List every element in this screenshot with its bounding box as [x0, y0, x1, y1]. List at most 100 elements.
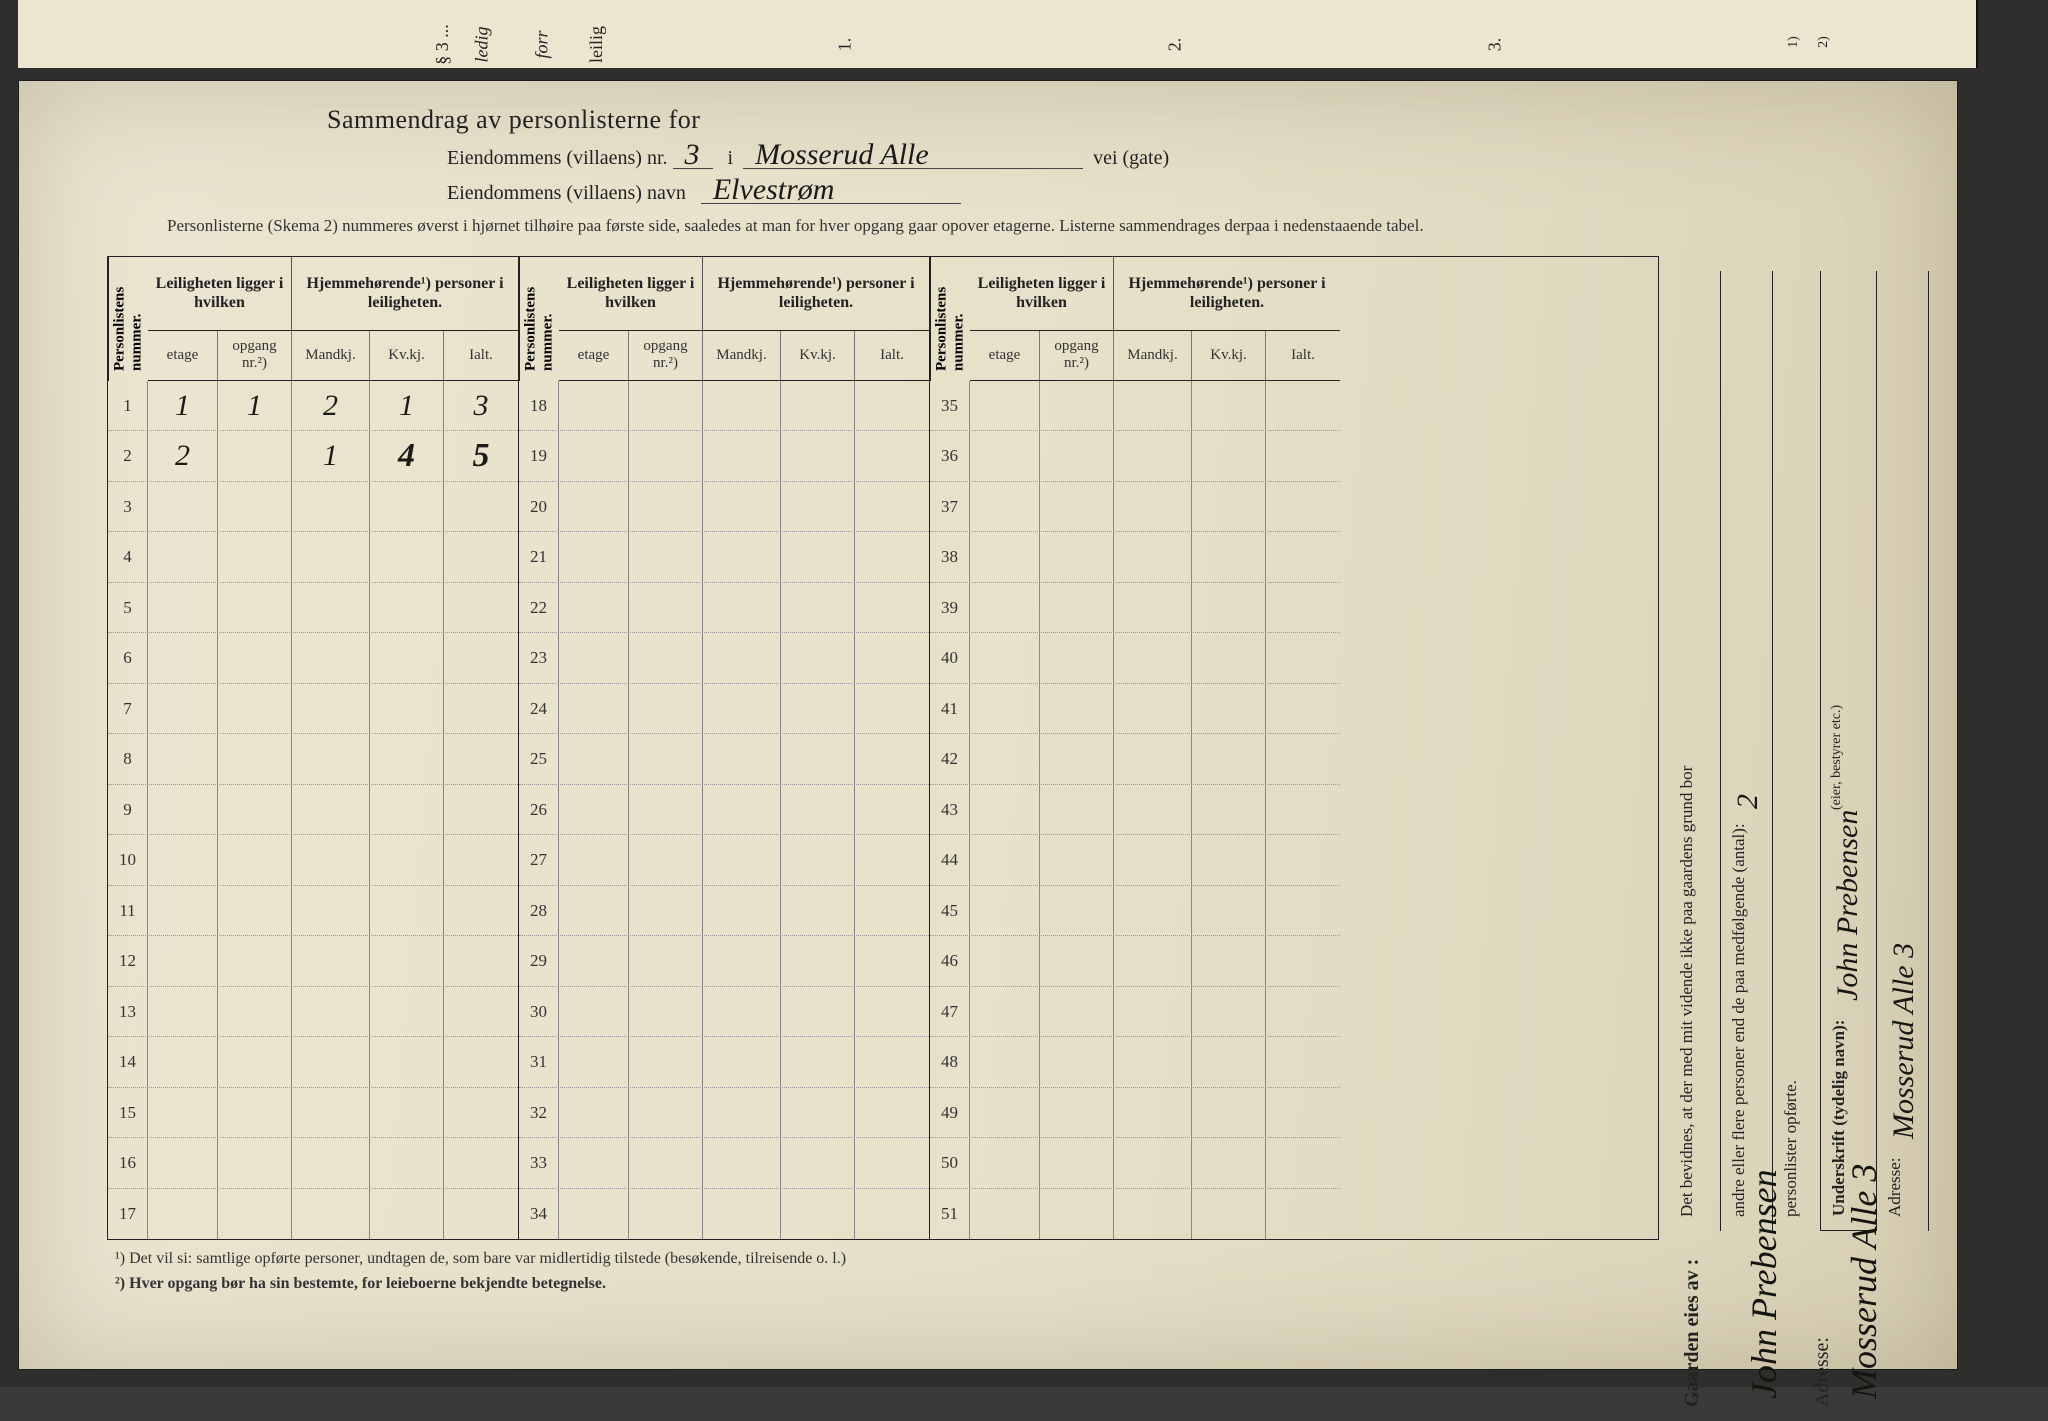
cell-value: [1266, 1088, 1340, 1138]
cell-value: [703, 1138, 781, 1188]
cell-value: [1040, 583, 1114, 633]
table-row: 51: [930, 1189, 1340, 1240]
cell-value: [370, 1037, 444, 1087]
cell-value: [703, 734, 781, 784]
row-number: 14: [108, 1037, 148, 1087]
row-number: 46: [930, 936, 970, 986]
property-name-value: Elvestrøm: [701, 176, 961, 204]
table-row: 111213: [108, 381, 518, 432]
row-number: 26: [519, 785, 559, 835]
cell-value: [1040, 684, 1114, 734]
cell-value: [629, 583, 703, 633]
col-sub-header: Ialt.: [1266, 331, 1340, 380]
cell-value: [970, 431, 1040, 481]
row-number: 24: [519, 684, 559, 734]
cell-value: [1192, 381, 1266, 431]
row-number: 6: [108, 633, 148, 683]
cell-value: [970, 633, 1040, 683]
cell-value: [1114, 431, 1192, 481]
cell-value: [1192, 936, 1266, 986]
cell-value: [1040, 381, 1114, 431]
cell-value: [1114, 482, 1192, 532]
cell-value: [1192, 987, 1266, 1037]
cell-value: [218, 482, 292, 532]
cell-value: [559, 886, 629, 936]
row-number: 7: [108, 684, 148, 734]
cell-value: [1266, 482, 1340, 532]
row-number: 18: [519, 381, 559, 431]
row-number: 48: [930, 1037, 970, 1087]
table-row: 49: [930, 1088, 1340, 1139]
row-number: 4: [108, 532, 148, 582]
cell-value: [444, 1138, 518, 1188]
cell-value: [370, 987, 444, 1037]
cell-value: [559, 1189, 629, 1240]
cell-value: [559, 987, 629, 1037]
cell-value: [444, 987, 518, 1037]
cell-value: [1266, 987, 1340, 1037]
cell-value: [218, 1037, 292, 1087]
row-number: 16: [108, 1138, 148, 1188]
label: i: [728, 147, 734, 169]
cell-value: [218, 583, 292, 633]
table-row: 16: [108, 1138, 518, 1189]
cell-value: [370, 936, 444, 986]
cell-value: [218, 734, 292, 784]
row-number: 12: [108, 936, 148, 986]
table-row: 30: [519, 987, 929, 1038]
row-number: 20: [519, 482, 559, 532]
table-row: 22: [519, 583, 929, 634]
cell-value: [629, 1189, 703, 1240]
table-row: 45: [930, 886, 1340, 937]
cell-value: [148, 1037, 218, 1087]
table-row: 48: [930, 1037, 1340, 1088]
cell-value: [1114, 583, 1192, 633]
cell-value: [148, 684, 218, 734]
summary-table: Personlistens nummer.Leiligheten ligger …: [107, 256, 1659, 1241]
col-group-leilighet: Leiligheten ligger i hvilken: [148, 257, 292, 330]
cell-value: [703, 583, 781, 633]
row-number: 39: [930, 583, 970, 633]
label: Eiendommens (villaens) nr.: [447, 147, 668, 169]
cell-value: 3: [444, 381, 518, 431]
table-block: Personlistens nummer.Leiligheten ligger …: [930, 257, 1340, 1240]
cell-value: [218, 431, 292, 481]
col-sub-header: Kv.kj.: [781, 331, 855, 380]
table-row: 43: [930, 785, 1340, 836]
cell-value: [559, 1037, 629, 1087]
table-row: 41: [930, 684, 1340, 735]
row-number: 43: [930, 785, 970, 835]
footnotes: ¹) Det vil si: samtlige opførte personer…: [115, 1248, 1667, 1295]
row-number: 15: [108, 1088, 148, 1138]
cell-value: [559, 532, 629, 582]
sliver-label: § 3 ...: [432, 24, 453, 65]
row-number: 41: [930, 684, 970, 734]
table-row: 40: [930, 633, 1340, 684]
row-number: 29: [519, 936, 559, 986]
cell-value: [1114, 1037, 1192, 1087]
adjacent-page-sliver: § 3 ... ledig forr leilig 1. 2. 3. 1) 2): [18, 0, 1978, 68]
cell-value: [1266, 936, 1340, 986]
cell-value: [292, 1138, 370, 1188]
cell-value: [148, 785, 218, 835]
cell-value: [629, 381, 703, 431]
cell-value: [370, 835, 444, 885]
cell-value: [292, 684, 370, 734]
table-row: 37: [930, 482, 1340, 533]
col-sub-header: opgang nr.²): [218, 331, 292, 380]
cell-value: [218, 987, 292, 1037]
cell-value: [444, 1037, 518, 1087]
cell-value: [1114, 936, 1192, 986]
cell-value: [855, 1189, 929, 1240]
cell-value: [703, 1037, 781, 1087]
cell-value: [703, 431, 781, 481]
cell-value: [970, 532, 1040, 582]
cell-value: [559, 633, 629, 683]
table-row: 18: [519, 381, 929, 432]
cell-value: [781, 1037, 855, 1087]
cell-value: [970, 1037, 1040, 1087]
form-title: Sammendrag av personlisterne for: [327, 105, 1667, 135]
cell-value: [970, 1088, 1040, 1138]
cell-value: [370, 785, 444, 835]
cell-value: [781, 886, 855, 936]
